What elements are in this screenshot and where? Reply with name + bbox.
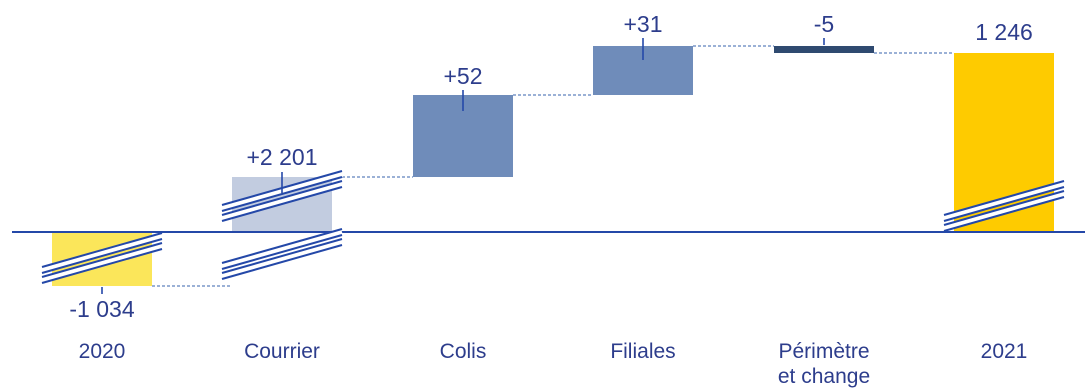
axis-break-gap	[41, 243, 163, 283]
axis-break-mark	[943, 180, 1065, 232]
axis-break-line	[41, 232, 163, 268]
axis-break-gap	[943, 181, 1065, 221]
axis-break-line	[943, 196, 1065, 232]
value-label: +2 201	[247, 144, 318, 170]
axis-break-gap	[41, 233, 163, 273]
axis-break-line	[221, 176, 343, 212]
axis-break-line	[221, 238, 343, 274]
value-label: -1 034	[69, 296, 134, 322]
axis-break-line	[221, 244, 343, 280]
axis-break-line	[221, 186, 343, 222]
axis-break-mark	[221, 228, 343, 280]
value-label: +52	[443, 63, 482, 89]
axis-break-line	[943, 190, 1065, 226]
category-label: Périmètre et change	[778, 340, 870, 388]
axis-break-gap	[221, 239, 343, 279]
axis-break-gap	[221, 181, 343, 221]
axis-break-line	[221, 180, 343, 216]
axis-break-line	[221, 228, 343, 264]
category-label: 2021	[981, 340, 1028, 363]
axis-break-line	[41, 238, 163, 274]
axis-break-gap	[221, 229, 343, 269]
axis-break-line	[943, 186, 1065, 222]
axis-break-line	[41, 242, 163, 278]
axis-break-gap	[943, 191, 1065, 231]
value-label: -5	[814, 11, 834, 37]
axis-break-mark	[41, 232, 163, 284]
category-label: 2020	[79, 340, 126, 363]
axis-break-line	[41, 248, 163, 284]
category-label: Colis	[440, 340, 487, 363]
axis-break-line	[943, 180, 1065, 216]
bar-4	[774, 46, 874, 53]
value-label: +31	[623, 11, 662, 37]
category-label: Filiales	[610, 340, 675, 363]
bar-5	[954, 53, 1054, 232]
category-label: Courrier	[244, 340, 320, 363]
value-label: 1 246	[975, 19, 1033, 45]
axis-break-line	[221, 234, 343, 270]
